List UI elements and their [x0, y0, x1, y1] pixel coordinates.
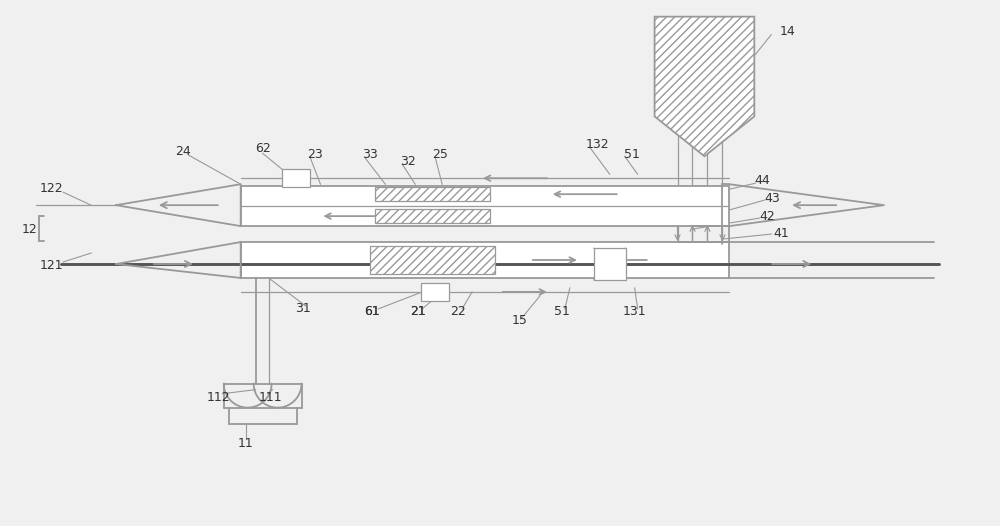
Text: 23: 23	[308, 148, 323, 161]
Text: 42: 42	[759, 210, 775, 222]
Text: 51: 51	[624, 148, 640, 161]
Text: 43: 43	[764, 191, 780, 205]
Text: 15: 15	[512, 315, 528, 327]
Text: 131: 131	[623, 306, 646, 318]
Text: 111: 111	[259, 391, 282, 404]
Text: 25: 25	[432, 148, 448, 161]
Text: 31: 31	[295, 302, 310, 316]
Text: 24: 24	[175, 145, 191, 158]
Text: 12: 12	[21, 222, 37, 236]
Text: 51: 51	[554, 306, 570, 318]
Bar	[375, 187, 490, 201]
Text: 132: 132	[586, 138, 610, 151]
Text: 22: 22	[450, 306, 466, 318]
Text: 121: 121	[39, 259, 63, 272]
Text: 122: 122	[39, 181, 63, 195]
Bar	[370, 246, 495, 274]
Text: 62: 62	[255, 142, 271, 155]
Bar	[594, 248, 626, 280]
Text: 21: 21	[410, 306, 426, 318]
Text: 11: 11	[238, 437, 254, 450]
Bar	[241, 242, 729, 278]
Text: 32: 32	[400, 155, 416, 168]
Bar	[282, 169, 310, 187]
Text: 61: 61	[364, 306, 380, 318]
Text: 21: 21	[410, 306, 426, 318]
Text: 41: 41	[773, 227, 789, 239]
Text: 112: 112	[207, 391, 231, 404]
Polygon shape	[655, 17, 754, 156]
Bar	[375, 209, 490, 223]
Bar	[241, 186, 729, 226]
Text: 14: 14	[779, 25, 795, 38]
Text: 61: 61	[364, 306, 380, 318]
Text: 44: 44	[754, 174, 770, 187]
Bar	[421, 283, 449, 301]
Text: 33: 33	[362, 148, 378, 161]
